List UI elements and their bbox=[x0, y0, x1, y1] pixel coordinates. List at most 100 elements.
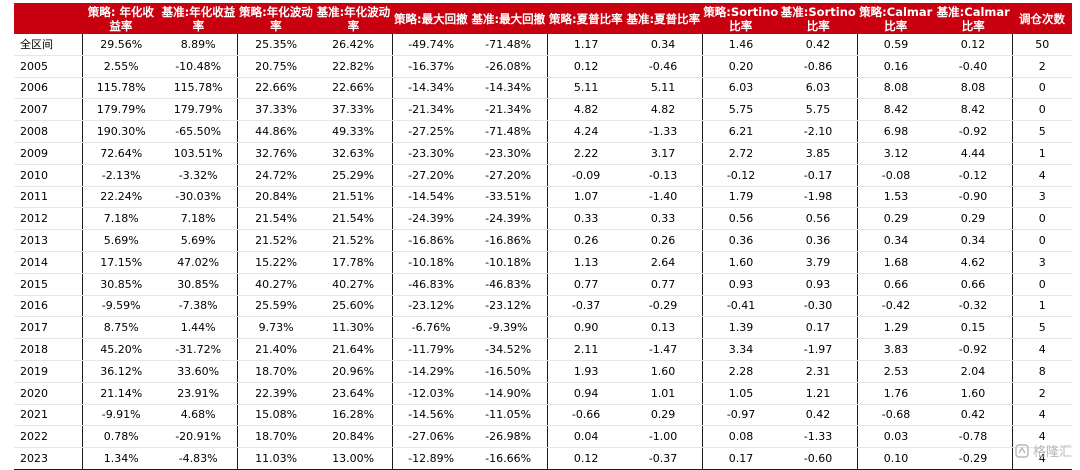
table-cell: -0.68 bbox=[857, 404, 935, 427]
table-cell: 190.30% bbox=[82, 120, 160, 143]
table-cell: 40.27% bbox=[314, 273, 393, 296]
table-cell: 3.17 bbox=[624, 142, 703, 165]
table-cell: 0.10 bbox=[857, 447, 935, 470]
table-cell: 8.08 bbox=[857, 77, 935, 100]
table-cell: 115.78% bbox=[82, 77, 160, 100]
table-cell: -26.98% bbox=[469, 425, 548, 449]
table-cell: 4.44 bbox=[934, 142, 1013, 165]
table-cell: 22.66% bbox=[314, 77, 393, 100]
table-cell: -12.89% bbox=[392, 447, 470, 470]
table-cell: 0.13 bbox=[624, 316, 703, 340]
table-cell: -1.33 bbox=[624, 120, 703, 143]
table-cell: 5 bbox=[1012, 316, 1072, 340]
table-cell: -11.79% bbox=[392, 338, 470, 361]
table-cell: 8 bbox=[1012, 360, 1072, 383]
table-cell: 2.22 bbox=[547, 142, 625, 165]
table-cell: 0 bbox=[1012, 98, 1072, 122]
table-row: 2010 -2.13% -3.32% 24.72% 25.29% -27.20% -27.2… bbox=[14, 164, 1072, 187]
table-cell: 4 bbox=[1012, 425, 1072, 449]
table-cell: -0.97 bbox=[702, 404, 780, 427]
table-row: 2014 17.15% 47.02% 15.22% 17.78% -10.18% -10.1… bbox=[14, 251, 1072, 274]
table-cell: -2.10 bbox=[779, 120, 858, 143]
row-label-cell: 2007 bbox=[14, 98, 83, 122]
table-cell: -1.00 bbox=[624, 425, 703, 449]
row-label-cell: 2013 bbox=[14, 229, 83, 252]
table-cell: 24.72% bbox=[237, 164, 315, 187]
table-cell: -16.37% bbox=[392, 55, 470, 78]
table-cell: 4.82 bbox=[547, 98, 625, 122]
table-row: 全区间 29.56% 8.89% 25.35% 26.42% -49.74% -71.48%… bbox=[14, 34, 1072, 56]
table-cell: 20.75% bbox=[237, 55, 315, 78]
table-cell: 13.00% bbox=[314, 447, 393, 470]
table-cell: 1.17 bbox=[547, 34, 625, 56]
table-cell: 0.59 bbox=[857, 34, 935, 56]
table-cell: 0.34 bbox=[624, 34, 703, 56]
table-cell: -0.42 bbox=[857, 295, 935, 318]
table-cell: 1.39 bbox=[702, 316, 780, 340]
table-cell: 8.75% bbox=[82, 316, 160, 340]
watermark-logo-icon bbox=[1015, 443, 1029, 458]
table-cell: 0 bbox=[1012, 207, 1072, 231]
table-cell: 0.94 bbox=[547, 382, 625, 405]
table-cell: 8.42 bbox=[857, 98, 935, 122]
row-label-cell: 2021 bbox=[14, 404, 83, 427]
table-cell: 3.79 bbox=[779, 251, 858, 274]
watermark: 格隆汇 bbox=[1015, 441, 1072, 460]
table-row: 2015 30.85% 30.85% 40.27% 40.27% -46.83% -46.8… bbox=[14, 273, 1072, 296]
header-cell: 策略:Sortino比率 bbox=[702, 3, 780, 34]
table-cell: -21.34% bbox=[469, 98, 548, 122]
table-cell: 0.56 bbox=[779, 207, 858, 231]
table-cell: -0.46 bbox=[624, 55, 703, 78]
table-cell: 4.62 bbox=[934, 251, 1013, 274]
table-cell: 29.56% bbox=[82, 34, 160, 56]
table-cell: 0.56 bbox=[702, 207, 780, 231]
table-cell: 3.12 bbox=[857, 142, 935, 165]
table-cell: 6.03 bbox=[702, 77, 780, 100]
table-cell: 0.15 bbox=[934, 316, 1013, 340]
table-cell: 179.79% bbox=[159, 98, 238, 122]
table-cell: -0.86 bbox=[779, 55, 858, 78]
table-cell: 44.86% bbox=[237, 120, 315, 143]
table-cell: -0.17 bbox=[779, 164, 858, 187]
table-row: 2016 -9.59% -7.38% 25.59% 25.60% -23.12% -23.1… bbox=[14, 295, 1072, 318]
table-cell: 4 bbox=[1012, 404, 1072, 427]
table-cell: 4.24 bbox=[547, 120, 625, 143]
table-cell: -0.37 bbox=[547, 295, 625, 318]
table-cell: 22.66% bbox=[237, 77, 315, 100]
table-cell: -0.90 bbox=[934, 186, 1013, 209]
table-cell: 1.29 bbox=[857, 316, 935, 340]
table-cell: 21.52% bbox=[314, 229, 393, 252]
table-cell: 23.91% bbox=[159, 382, 238, 405]
table-cell: 5.69% bbox=[82, 229, 160, 252]
table-cell: 2.55% bbox=[82, 55, 160, 78]
table-cell: 0.42 bbox=[779, 404, 858, 427]
table-cell: 32.63% bbox=[314, 142, 393, 165]
table-cell: 37.33% bbox=[314, 98, 393, 122]
table-cell: 8.08 bbox=[934, 77, 1013, 100]
table-cell: -27.20% bbox=[392, 164, 470, 187]
table-cell: 9.73% bbox=[237, 316, 315, 340]
table-cell: 2.31 bbox=[779, 360, 858, 383]
table-cell: 1.60 bbox=[934, 382, 1013, 405]
table-cell: -0.12 bbox=[934, 164, 1013, 187]
table-cell: 11.30% bbox=[314, 316, 393, 340]
table-cell: -14.54% bbox=[392, 186, 470, 209]
table-cell: 0.04 bbox=[547, 425, 625, 449]
table-cell: -1.98 bbox=[779, 186, 858, 209]
table-cell: 1.21 bbox=[779, 382, 858, 405]
table-cell: -0.41 bbox=[702, 295, 780, 318]
header-cell: 策略:Calmar比率 bbox=[857, 3, 935, 34]
table-cell: -23.12% bbox=[392, 295, 470, 318]
table-cell: -24.39% bbox=[469, 207, 548, 231]
table-cell: -12.03% bbox=[392, 382, 470, 405]
table-cell: -14.90% bbox=[469, 382, 548, 405]
table-cell: 40.27% bbox=[237, 273, 315, 296]
table-cell: 22.24% bbox=[82, 186, 160, 209]
table-row: 2011 22.24% -30.03% 20.84% 21.51% -14.54% -33.… bbox=[14, 186, 1072, 209]
table-cell: 1.05 bbox=[702, 382, 780, 405]
row-label-cell: 2018 bbox=[14, 338, 83, 361]
header-cell: 策略:最大回撤 bbox=[392, 3, 470, 34]
table-row: 2009 72.64% 103.51% 32.76% 32.63% -23.30% -23.… bbox=[14, 142, 1072, 165]
table-cell: 0.29 bbox=[934, 207, 1013, 231]
table-cell: -3.32% bbox=[159, 164, 238, 187]
